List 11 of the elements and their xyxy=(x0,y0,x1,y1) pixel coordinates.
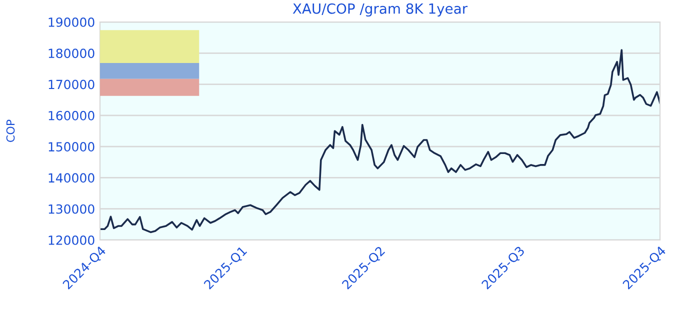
y-tick-label: 180000 xyxy=(48,48,94,58)
chart-title: XAU/COP /gram 8K 1year xyxy=(292,3,468,17)
y-axis-title: COP xyxy=(6,120,15,142)
line-series xyxy=(100,49,660,234)
y-tick-label: 140000 xyxy=(48,173,94,183)
y-tick-label: 120000 xyxy=(48,235,94,245)
y-tick-label: 150000 xyxy=(48,142,94,152)
y-tick-label: 130000 xyxy=(48,204,94,214)
y-tick-label: 190000 xyxy=(48,17,94,27)
y-tick-label: 160000 xyxy=(48,110,94,120)
y-tick-label: 170000 xyxy=(48,80,94,90)
